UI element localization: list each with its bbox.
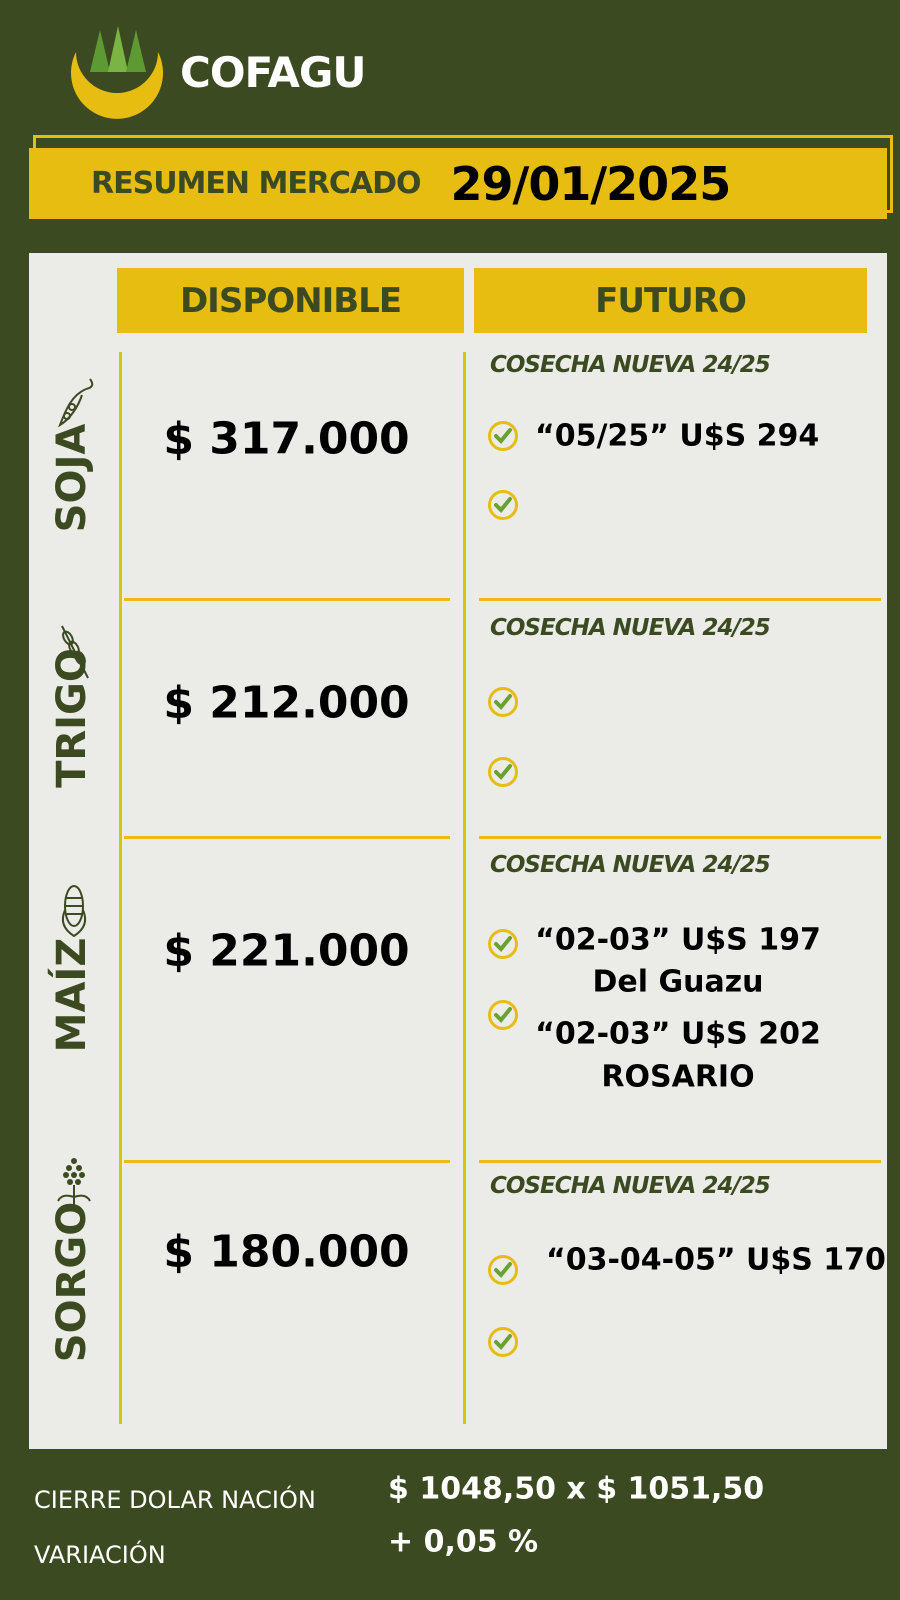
divider (124, 836, 450, 839)
divider (479, 836, 881, 839)
divider (463, 352, 466, 1424)
market-panel (29, 253, 887, 1449)
soy-icon (58, 378, 94, 428)
futuro-maiz-1: “02-03” U$S 197 (535, 922, 821, 958)
cosecha-label: COSECHA NUEVA 24/25 (490, 352, 771, 378)
crop-label-soja: SOJA (49, 423, 95, 533)
variacion-value: + 0,05 % (388, 1524, 539, 1560)
divider (124, 1160, 450, 1163)
divider (479, 598, 881, 601)
check-icon (488, 1255, 518, 1285)
variacion-label: VARIACIÓN (34, 1541, 166, 1569)
crop-label-sorgo: SORGO (49, 1201, 95, 1363)
crop-label-maiz: MAÍZ (49, 937, 95, 1053)
futuro-soja-1: “05/25” U$S 294 (535, 418, 820, 454)
dolar-value: $ 1048,50 x $ 1051,50 (388, 1471, 765, 1507)
header-futuro: FUTURO (474, 268, 867, 333)
check-icon (488, 421, 518, 451)
dolar-label: CIERRE DOLAR NACIÓN (34, 1486, 316, 1514)
cosecha-label: COSECHA NUEVA 24/25 (490, 1173, 771, 1199)
price-trigo: $ 212.000 (163, 677, 410, 729)
banner: RESUMEN MERCADO 29/01/2025 (29, 148, 887, 219)
check-icon (488, 490, 518, 520)
cofagu-logo (71, 26, 163, 119)
price-sorgo: $ 180.000 (163, 1226, 410, 1278)
banner-date: 29/01/2025 (450, 156, 732, 211)
futuro-maiz-1-place: Del Guazu (592, 964, 764, 1000)
price-soja: $ 317.000 (163, 413, 410, 465)
corn-icon (61, 885, 87, 938)
check-icon (488, 687, 518, 717)
check-icon (488, 929, 518, 959)
futuro-maiz-2-place: ROSARIO (601, 1059, 755, 1095)
wheat-icon (61, 625, 89, 679)
divider (119, 352, 122, 1424)
price-maiz: $ 221.000 (163, 925, 410, 977)
header-disponible: DISPONIBLE (117, 268, 464, 333)
check-icon (488, 1000, 518, 1030)
banner-title: RESUMEN MERCADO (91, 166, 422, 201)
cosecha-label: COSECHA NUEVA 24/25 (490, 615, 771, 641)
sorghum-icon (57, 1158, 91, 1211)
check-icon (488, 1327, 518, 1357)
futuro-sorgo-1: “03-04-05” U$S 170 (546, 1242, 886, 1278)
brand-name: COFAGU (180, 48, 366, 97)
cosecha-label: COSECHA NUEVA 24/25 (490, 852, 771, 878)
divider (124, 598, 450, 601)
check-icon (488, 757, 518, 787)
divider (479, 1160, 881, 1163)
futuro-maiz-2: “02-03” U$S 202 (535, 1016, 821, 1052)
